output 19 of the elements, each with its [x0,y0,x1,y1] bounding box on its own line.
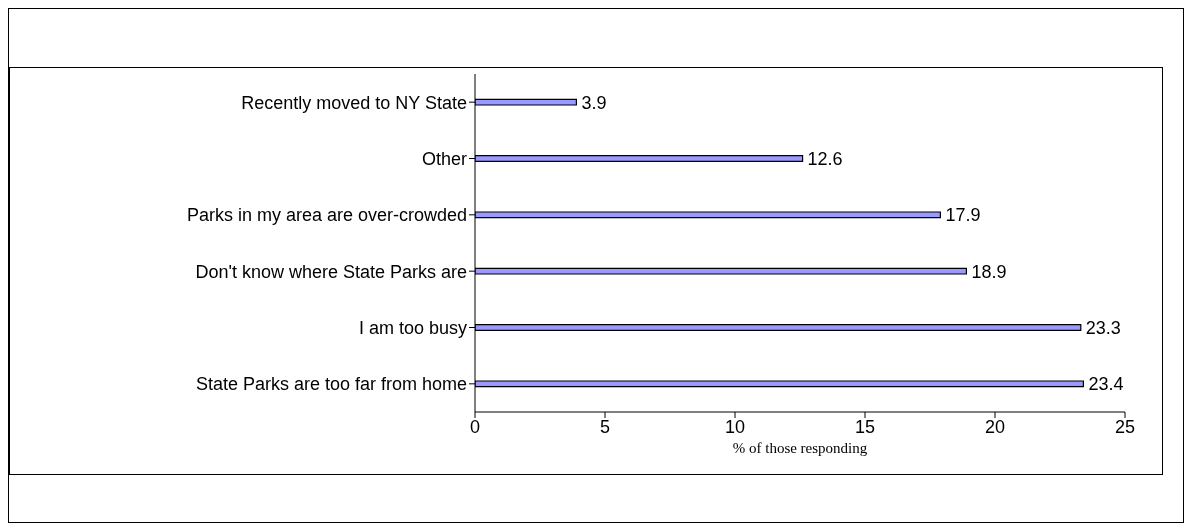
y-tick-label: State Parks are too far from home [195,374,467,395]
x-tick-label: 5 [599,416,611,437]
x-tick-label: 20 [984,416,1006,437]
data-label: 23.3 [1085,317,1121,338]
data-label: 17.9 [945,205,981,226]
x-tick-label: 0 [469,416,481,437]
x-tick-label: 10 [724,416,746,437]
y-tick-label: Parks in my area are over-crowded [186,205,467,226]
x-axis-title: % of those responding [732,439,868,456]
data-label: 3.9 [581,92,607,113]
x-tick-label: 15 [854,416,876,437]
y-tick-label: Other [421,148,467,169]
y-tick-label: Don't know where State Parks are [195,261,467,282]
data-label: 12.6 [807,148,843,169]
x-tick-label: 25 [1114,416,1136,437]
y-tick-label: Recently moved to NY State [241,92,467,113]
data-label: 18.9 [971,261,1007,282]
data-label: 23.4 [1088,374,1124,395]
y-tick-label: I am too busy [358,317,467,338]
